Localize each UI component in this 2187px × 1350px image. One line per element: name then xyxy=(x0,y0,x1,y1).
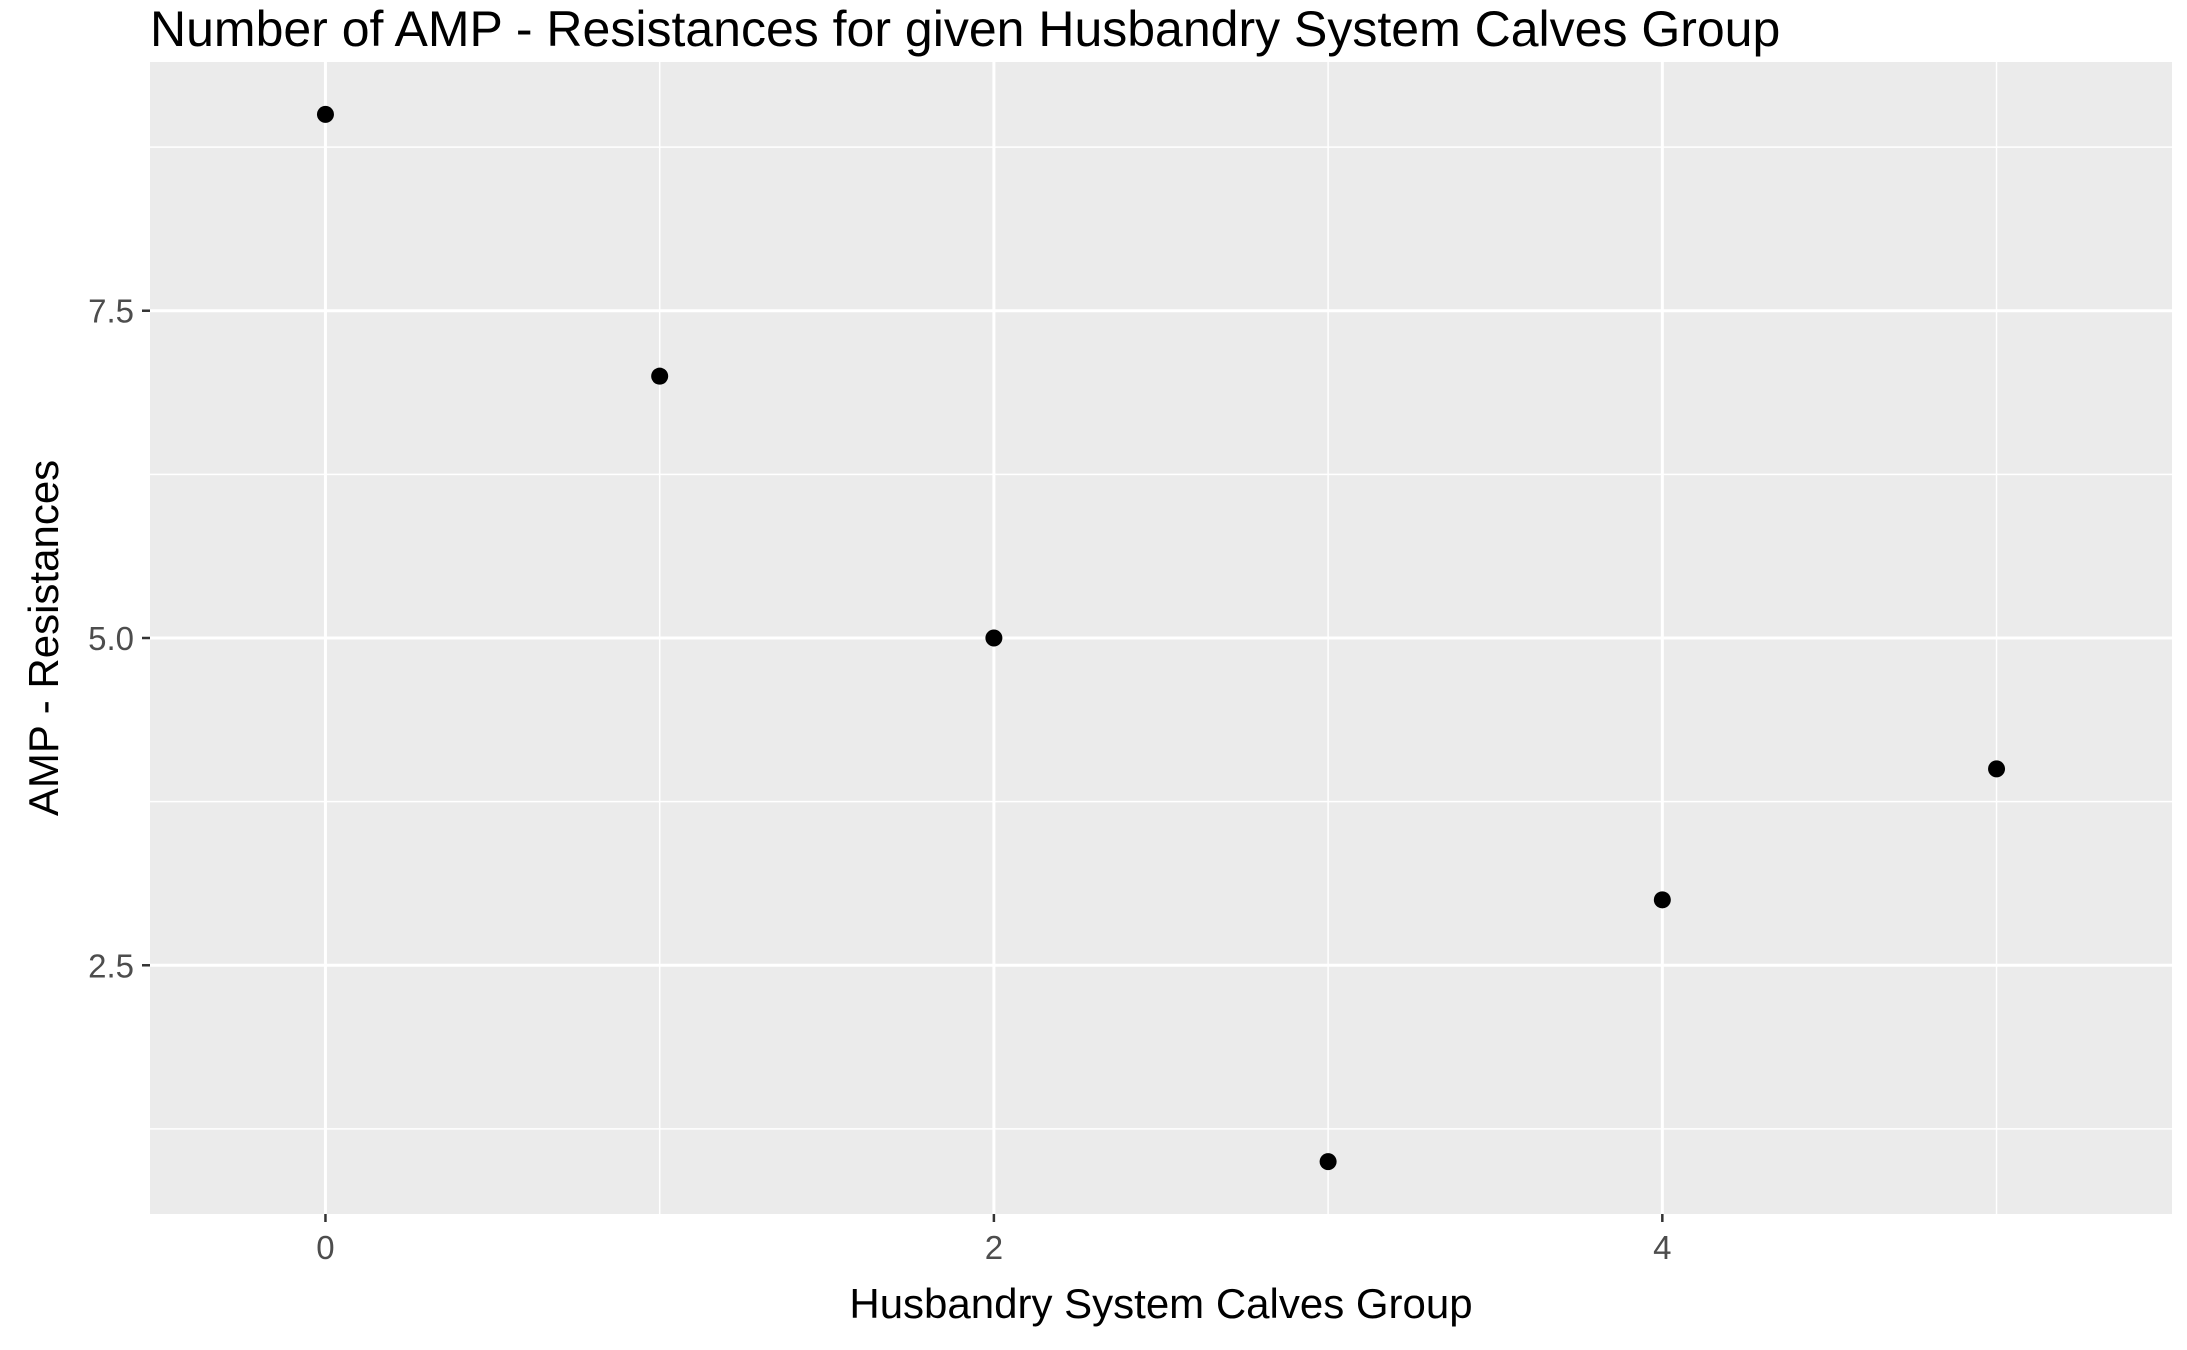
x-tick-label: 0 xyxy=(316,1229,334,1266)
data-point xyxy=(316,105,334,123)
data-point xyxy=(1988,760,2006,778)
y-tick-label: 2.5 xyxy=(88,947,134,984)
x-axis: 0 2 4 xyxy=(316,1214,1672,1266)
x-axis-title: Husbandry System Calves Group xyxy=(849,1280,1472,1327)
major-grid xyxy=(150,62,2172,1214)
x-tick-label: 4 xyxy=(1653,1229,1671,1266)
data-point xyxy=(985,629,1003,647)
y-axis: 2.5 5.0 7.5 xyxy=(88,293,150,984)
y-tick-label: 7.5 xyxy=(88,293,134,330)
data-point xyxy=(1653,891,1671,909)
x-tick-label: 2 xyxy=(985,1229,1003,1266)
data-point xyxy=(651,367,669,385)
y-axis-title: AMP - Resistances xyxy=(20,460,67,816)
data-points xyxy=(316,105,2006,1171)
data-point xyxy=(1319,1153,1337,1171)
y-tick-label: 5.0 xyxy=(88,620,134,657)
chart-title: Number of AMP - Resistances for given Hu… xyxy=(150,1,1780,57)
